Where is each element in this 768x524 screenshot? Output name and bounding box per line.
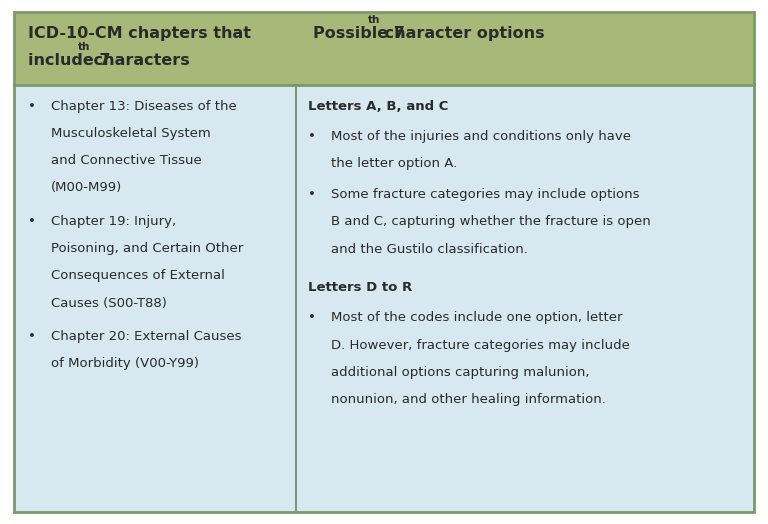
Text: Possible 7: Possible 7 [313, 26, 405, 41]
Text: Most of the injuries and conditions only have: Most of the injuries and conditions only… [331, 129, 631, 143]
Text: ICD-10-CM chapters that: ICD-10-CM chapters that [28, 26, 250, 41]
Text: characters: characters [88, 53, 190, 69]
Text: Chapter 19: Injury,: Chapter 19: Injury, [51, 215, 176, 228]
Text: Causes (S00-T88): Causes (S00-T88) [51, 297, 167, 310]
Text: •: • [28, 330, 35, 343]
Text: Chapter 20: External Causes: Chapter 20: External Causes [51, 330, 241, 343]
Bar [14, 12, 754, 85]
Text: •: • [308, 188, 316, 201]
Text: •: • [308, 311, 316, 324]
Text: and Connective Tissue: and Connective Tissue [51, 154, 201, 167]
Text: th: th [368, 15, 380, 25]
Text: •: • [28, 215, 35, 228]
Text: D. However, fracture categories may include: D. However, fracture categories may incl… [331, 339, 630, 352]
Text: Musculoskeletal System: Musculoskeletal System [51, 127, 210, 140]
Text: additional options capturing malunion,: additional options capturing malunion, [331, 366, 590, 379]
Text: B and C, capturing whether the fracture is open: B and C, capturing whether the fracture … [331, 215, 650, 228]
Text: include 7: include 7 [28, 53, 110, 69]
Text: the letter option A.: the letter option A. [331, 157, 457, 170]
Text: Poisoning, and Certain Other: Poisoning, and Certain Other [51, 242, 243, 255]
Text: Chapter 13: Diseases of the: Chapter 13: Diseases of the [51, 100, 237, 113]
Text: nonunion, and other healing information.: nonunion, and other healing information. [331, 393, 606, 406]
Text: Consequences of External: Consequences of External [51, 269, 224, 282]
Text: Some fracture categories may include options: Some fracture categories may include opt… [331, 188, 640, 201]
Text: th: th [78, 42, 90, 52]
Text: Letters A, B, and C: Letters A, B, and C [308, 100, 449, 113]
Text: of Morbidity (V00-Y99): of Morbidity (V00-Y99) [51, 357, 199, 370]
Text: •: • [308, 129, 316, 143]
Text: Letters D to R: Letters D to R [308, 281, 412, 294]
Text: Most of the codes include one option, letter: Most of the codes include one option, le… [331, 311, 623, 324]
Text: (M00-M99): (M00-M99) [51, 181, 122, 194]
Text: character options: character options [379, 26, 545, 41]
Text: •: • [28, 100, 35, 113]
Text: and the Gustilo classification.: and the Gustilo classification. [331, 243, 528, 256]
